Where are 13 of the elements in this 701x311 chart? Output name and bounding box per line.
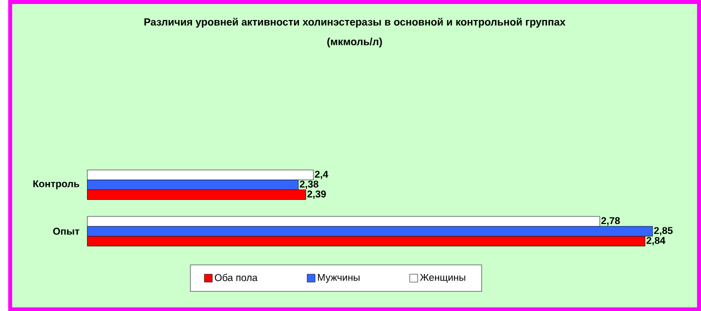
legend-label: Оба пола [214,274,258,281]
chart-subtitle: (мкмоль/л) [327,38,382,48]
data-label: 2,78 [601,217,620,226]
y-tick-label: Контроль [33,180,80,190]
chart-title: Различия уровней активности холинэстеразы в основной и контрольной группах [144,18,566,28]
data-label: 2,85 [654,226,673,236]
data-label: 2,39 [307,190,326,199]
data-label: 2,38 [300,180,318,189]
data-label: 2,84 [646,236,666,246]
y-tick-label: Опыт [53,228,80,235]
data-label: 2,4 [314,170,328,179]
legend-label: Мужчины [318,274,360,283]
legend-label: Женщины [420,274,466,283]
